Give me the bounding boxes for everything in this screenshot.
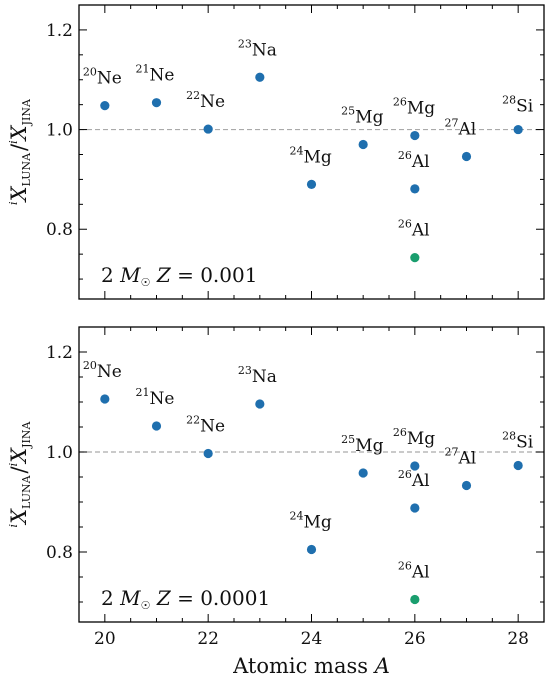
data-point-26al [410, 184, 420, 194]
point-label: 22Ne [186, 89, 225, 112]
point-label: 26Mg [393, 96, 435, 119]
data-point-28si [513, 460, 523, 471]
point-label: 28Si [502, 430, 534, 453]
data-point-20ne [100, 101, 110, 111]
y-tick-label: 0.8 [46, 220, 73, 240]
data-point-26al [410, 594, 420, 605]
data-point-26mg [410, 130, 420, 141]
y-tick-label: 1.0 [46, 121, 73, 141]
data-point-21ne [151, 421, 162, 431]
x-tick-label: 24 [301, 629, 323, 649]
data-point-26mg [410, 461, 420, 471]
y-tick-label: 1.2 [46, 343, 73, 363]
y-tick-label: 1.2 [46, 21, 73, 41]
top-panel: 0.8 1.0 1.2 iXLUNA​/iXJINA​ 20Ne 21Ne 22Ne 23Na… [7, 4, 545, 300]
point-label: 24Mg [290, 144, 332, 167]
point-label: 22Ne [186, 414, 225, 437]
data-point-27al [461, 151, 472, 162]
point-label: 25Mg [341, 105, 383, 128]
point-label: 26Al [398, 468, 430, 491]
point-label: 26Al [398, 149, 430, 172]
x-tick-label: 20 [94, 629, 116, 649]
data-point-20ne [100, 394, 110, 404]
data-point-23na [255, 399, 265, 409]
panel-annotation: 2 M☉ Z = 0.001 [101, 263, 257, 289]
data-point-23na [255, 72, 265, 82]
data-point-24mg [306, 179, 317, 189]
x-tick-label: 22 [197, 629, 219, 649]
point-label: 26Mg [393, 426, 435, 449]
point-label: 26Al [398, 218, 430, 241]
point-label: 27Al [445, 446, 477, 469]
data-point-21ne [151, 98, 162, 108]
x-axis-label: Atomic mass A [232, 654, 390, 678]
data-point-27al [461, 480, 472, 491]
point-label: 24Mg [290, 510, 332, 533]
point-label: 20Ne [83, 66, 122, 89]
point-label: 23Na [238, 364, 277, 387]
point-label: 25Mg [341, 433, 383, 456]
data-point-25mg [358, 139, 368, 150]
y-tick-label: 0.8 [46, 543, 73, 563]
data-point-24mg [306, 544, 317, 555]
point-label: 23Na [238, 37, 277, 60]
axes-frame [78, 326, 545, 623]
data-point-25mg [358, 468, 368, 478]
data-point-22ne [203, 448, 213, 459]
data-point-26al [410, 503, 420, 513]
y-axis-label: iXLUNA​/iXJINA​ [7, 420, 33, 527]
data-point-22ne [203, 124, 213, 134]
point-label: 27Al [445, 116, 477, 139]
y-tick-label: 1.0 [46, 443, 73, 463]
point-label: 26Al [398, 560, 430, 583]
point-label: 28Si [502, 94, 534, 117]
point-label: 21Ne [136, 63, 175, 86]
data-point-26al [410, 253, 420, 263]
bottom-panel: 0.8 1.0 1.2 20 22 24 26 28 Atomic mass A iXLUNA​/… [7, 326, 545, 678]
x-tick-label: 26 [404, 629, 426, 649]
point-label: 20Ne [83, 359, 122, 382]
y-axis-label: iXLUNA​/iXJINA​ [7, 98, 33, 205]
data-point-28si [513, 124, 523, 135]
panel-annotation: 2 M☉ Z = 0.0001 [101, 586, 270, 612]
point-label: 21Ne [136, 386, 175, 409]
x-tick-label: 28 [507, 629, 529, 649]
